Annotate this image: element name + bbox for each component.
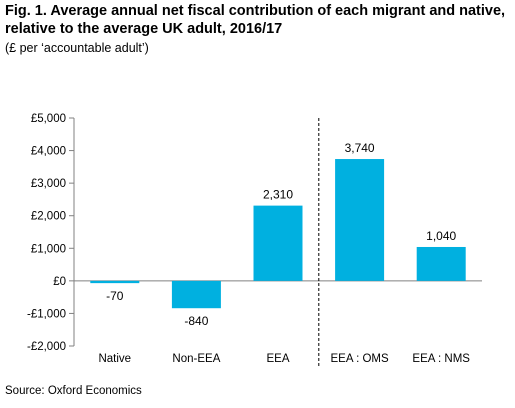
x-tick-label: EEA : OMS (331, 353, 389, 365)
bar-eea-nms (416, 246, 466, 281)
y-tick-label: -£1,000 (27, 308, 66, 320)
y-tick-label: £2,000 (31, 211, 66, 223)
y-tick-label: -£2,000 (27, 341, 66, 353)
bar-non-eea (171, 280, 221, 309)
x-tick-label: Non-EEA (172, 353, 220, 365)
y-tick-label: £0 (53, 276, 66, 288)
x-tick-label: EEA : NMS (412, 353, 470, 365)
chart-subtitle: (£ per ‘accountable adult’) (5, 41, 149, 55)
x-tick-label: EEA (266, 353, 289, 365)
bar-eea-oms (335, 159, 385, 281)
y-tick-label: £3,000 (31, 178, 66, 190)
chart-title-line-1: Fig. 1. Average annual net fiscal contri… (5, 3, 506, 19)
source-note: Source: Oxford Economics (5, 385, 142, 397)
data-label: -70 (106, 289, 124, 303)
bar-native (90, 280, 140, 284)
y-tick-label: £5,000 (31, 113, 66, 125)
chart-title: Fig. 1. Average annual net fiscal contri… (5, 2, 513, 38)
chart-title-line-2: relative to the average UK adult, 2016/1… (5, 21, 283, 37)
data-label: 2,310 (263, 188, 293, 202)
data-label: 1,040 (426, 229, 456, 243)
y-tick-label: £4,000 (31, 146, 66, 158)
bar-eea (253, 205, 303, 281)
data-label: 3,740 (345, 141, 375, 155)
y-tick-label: £1,000 (31, 243, 66, 255)
data-label: -840 (184, 314, 208, 328)
x-tick-label: Native (98, 353, 131, 365)
